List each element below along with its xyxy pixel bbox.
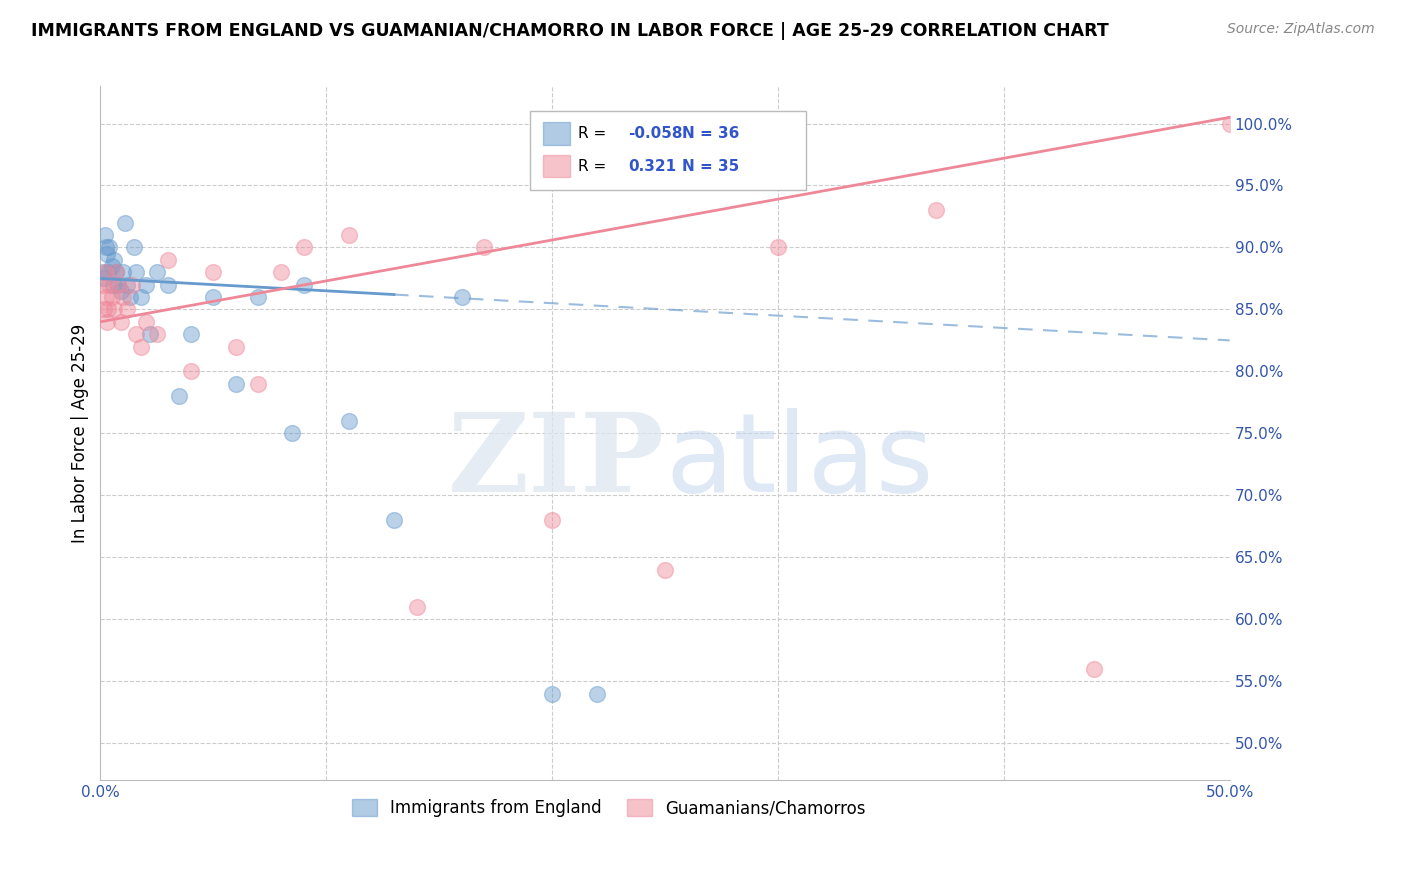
Point — [405, 599, 427, 614]
Point — [114, 216, 136, 230]
Point — [93, 302, 115, 317]
Point — [1083, 662, 1105, 676]
Text: ZIP: ZIP — [449, 408, 665, 515]
Point — [97, 265, 120, 279]
Point — [654, 563, 676, 577]
Point — [129, 340, 152, 354]
Y-axis label: In Labor Force | Age 25-29: In Labor Force | Age 25-29 — [72, 324, 89, 543]
Point — [118, 290, 141, 304]
Text: R =: R = — [578, 126, 612, 141]
Text: N = 36: N = 36 — [682, 126, 740, 141]
Point — [139, 327, 162, 342]
Point — [135, 315, 157, 329]
Text: R =: R = — [578, 159, 612, 174]
Point — [281, 426, 304, 441]
Point — [157, 277, 180, 292]
Point — [382, 513, 405, 527]
Text: Source: ZipAtlas.com: Source: ZipAtlas.com — [1227, 22, 1375, 37]
Point — [270, 265, 292, 279]
Point — [94, 240, 117, 254]
Point — [292, 240, 315, 254]
Text: atlas: atlas — [665, 408, 934, 515]
Point — [129, 290, 152, 304]
Point — [105, 265, 128, 279]
Text: N = 35: N = 35 — [682, 159, 740, 174]
Point — [103, 302, 125, 317]
Point — [97, 302, 120, 317]
Point — [100, 290, 122, 304]
Point — [1219, 116, 1241, 130]
Point — [110, 315, 132, 329]
Point — [337, 414, 360, 428]
Point — [91, 277, 114, 292]
Point — [146, 265, 169, 279]
Point — [96, 315, 118, 329]
FancyBboxPatch shape — [543, 155, 571, 178]
FancyBboxPatch shape — [530, 111, 806, 191]
Point — [135, 277, 157, 292]
Point — [225, 340, 247, 354]
Point — [247, 376, 270, 391]
Text: IMMIGRANTS FROM ENGLAND VS GUAMANIAN/CHAMORRO IN LABOR FORCE | AGE 25-29 CORRELA: IMMIGRANTS FROM ENGLAND VS GUAMANIAN/CHA… — [31, 22, 1109, 40]
Point — [180, 327, 202, 342]
Point — [94, 265, 117, 279]
Point — [107, 277, 129, 292]
Point — [96, 246, 118, 260]
Point — [202, 290, 225, 304]
Point — [125, 265, 148, 279]
FancyBboxPatch shape — [543, 122, 571, 145]
Point — [541, 513, 564, 527]
Point — [541, 687, 564, 701]
Point — [450, 290, 472, 304]
Point — [117, 302, 139, 317]
Point — [98, 277, 121, 292]
Point — [146, 327, 169, 342]
Point — [94, 228, 117, 243]
Point — [100, 259, 122, 273]
Point — [202, 265, 225, 279]
Point — [292, 277, 315, 292]
Point — [925, 203, 948, 218]
Point — [586, 687, 609, 701]
Point — [110, 284, 132, 298]
Point — [766, 240, 789, 254]
Point — [94, 290, 117, 304]
Point — [122, 240, 145, 254]
Point — [180, 364, 202, 378]
Point — [111, 265, 134, 279]
Text: -0.058: -0.058 — [627, 126, 682, 141]
Point — [111, 290, 134, 304]
Point — [125, 327, 148, 342]
Point — [98, 240, 121, 254]
Point — [91, 265, 114, 279]
Point — [107, 277, 129, 292]
Point — [103, 252, 125, 267]
Point — [472, 240, 495, 254]
Point — [225, 376, 247, 391]
Point — [247, 290, 270, 304]
Point — [117, 277, 139, 292]
Point — [157, 252, 180, 267]
Legend: Immigrants from England, Guamanians/Chamorros: Immigrants from England, Guamanians/Cham… — [344, 792, 872, 824]
Point — [105, 265, 128, 279]
Point — [337, 228, 360, 243]
Point — [101, 277, 124, 292]
Point — [93, 271, 115, 285]
Point — [121, 277, 143, 292]
Text: 0.321: 0.321 — [627, 159, 676, 174]
Point — [169, 389, 191, 403]
